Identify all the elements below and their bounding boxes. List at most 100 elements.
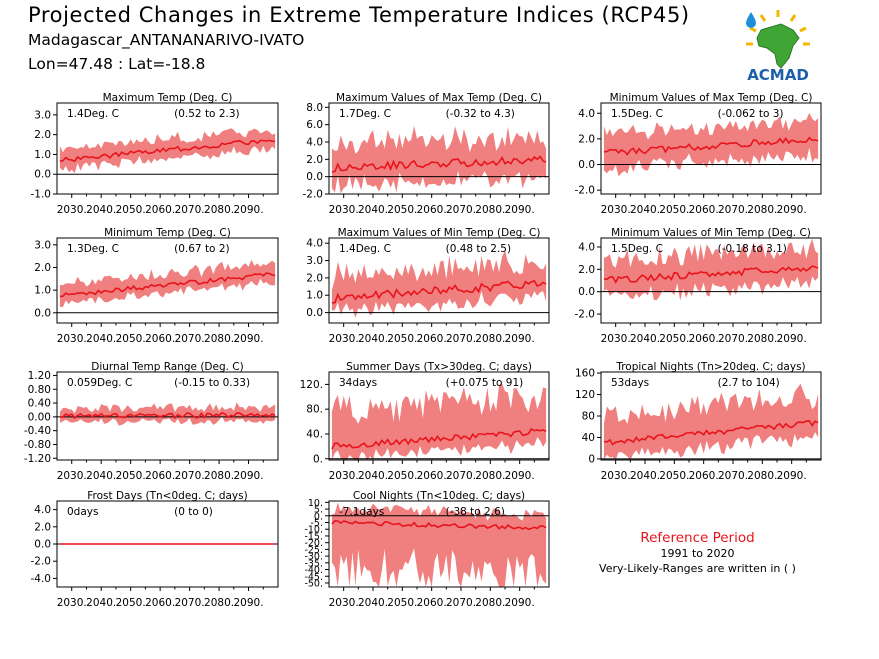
- x-tick-label: 2080.: [475, 333, 505, 345]
- y-tick-label: 2.0: [578, 133, 595, 145]
- x-tick-label: 2080.: [204, 333, 234, 345]
- change-value-label: 1.4Deg. C: [67, 108, 119, 120]
- y-tick-label: 2.0: [306, 272, 323, 284]
- x-tick-label: 2080.: [204, 597, 234, 609]
- x-tick-label: 2080.: [475, 597, 505, 609]
- y-tick-label: 4.0: [34, 504, 51, 516]
- chart-title: Maximum Values of Min Temp (Deg. C): [338, 227, 541, 239]
- sun-rays-icon: [746, 10, 810, 46]
- water-drop-icon: [746, 12, 756, 28]
- x-tick-label: 2040.: [358, 204, 388, 216]
- change-value-label: 34days: [339, 377, 377, 389]
- station-coordinates: Lon=47.48 : Lat=-18.8: [28, 55, 206, 73]
- change-value-label: 1.7Deg. C: [339, 108, 391, 120]
- x-tick-label: 2050.: [116, 333, 146, 345]
- likely-range-label: (0 to 0): [174, 506, 213, 518]
- y-tick-label: -10.: [304, 525, 323, 536]
- x-tick-label: 2030.: [601, 204, 631, 216]
- y-tick-label: -50.: [304, 578, 323, 589]
- x-tick-label: 2090.: [777, 333, 807, 345]
- x-tick-label: 2060.: [145, 204, 175, 216]
- x-tick-label: 2060.: [145, 333, 175, 345]
- x-tick-label: 2090.: [777, 204, 807, 216]
- x-tick-label: 2050.: [116, 597, 146, 609]
- likely-range-band: [59, 259, 276, 308]
- x-tick-label: 2040.: [86, 333, 116, 345]
- y-tick-label: -20.: [304, 538, 323, 549]
- x-tick-label: 2040.: [358, 597, 388, 609]
- x-tick-label: 2080.: [204, 204, 234, 216]
- y-tick-label: 4.0: [578, 241, 595, 253]
- y-tick-label: 2.0: [34, 262, 51, 274]
- chart-panel: 0. 40. 80. 120. 2030. 2040. 2050. 2060. 2070. 208…: [300, 361, 550, 482]
- y-tick-label: 0: [588, 453, 595, 465]
- chart-panel: 0.0 1.0 2.0 3.0 4.0 2030. 2040. 2050. 2060. 2070.…: [306, 227, 550, 345]
- y-tick-label: 5.: [314, 505, 323, 516]
- plot-frame: [328, 500, 550, 588]
- chart-title: Minimum Values of Min Temp (Deg. C): [611, 227, 811, 239]
- x-tick-label: 2070.: [446, 597, 476, 609]
- reference-period-years: 1991 to 2020: [660, 547, 735, 560]
- likely-range-label: (0.67 to 2): [174, 243, 229, 255]
- x-tick-label: 2060.: [417, 597, 447, 609]
- y-tick-label: 4.0: [306, 238, 323, 250]
- plot-frame: [328, 371, 550, 461]
- x-tick-label: 2090.: [234, 204, 264, 216]
- change-value-label: 1.5Deg. C: [611, 108, 663, 120]
- x-tick-label: 2040.: [86, 204, 116, 216]
- x-tick-label: 2050.: [387, 597, 417, 609]
- x-tick-label: 2090.: [234, 597, 264, 609]
- logo-text: ACMAD: [747, 66, 809, 83]
- change-value-label: 1.4Deg. C: [339, 243, 391, 255]
- y-tick-label: 40.: [306, 428, 323, 440]
- chart-panel: 0 40 80 120 160 2030. 2040. 2050. 2060. 2070. 2080…: [575, 361, 822, 482]
- y-tick-label: 2.0: [34, 521, 51, 533]
- y-tick-label: 120: [575, 389, 595, 401]
- y-tick-label: 0.40: [28, 398, 51, 410]
- x-tick-label: 2040.: [630, 333, 660, 345]
- x-tick-label: 2060.: [417, 204, 447, 216]
- y-tick-label: 3.0: [306, 255, 323, 267]
- y-tick-label: -2.0: [31, 556, 52, 568]
- likely-range-band: [603, 112, 819, 177]
- median-line: [603, 265, 819, 284]
- x-tick-label: 2090.: [777, 470, 807, 482]
- x-tick-label: 2060.: [145, 597, 175, 609]
- y-tick-label: 6.0: [306, 119, 323, 131]
- likely-range-label: (-0.15 to 0.33): [174, 377, 250, 389]
- x-tick-label: 2040.: [630, 470, 660, 482]
- y-tick-label: -45.: [304, 572, 323, 583]
- y-tick-label: 0.80: [28, 384, 51, 396]
- y-tick-label: 3.0: [34, 239, 51, 251]
- x-tick-label: 2070.: [175, 597, 205, 609]
- x-tick-label: 2070.: [446, 204, 476, 216]
- chart-title: Minimum Temp (Deg. C): [104, 227, 231, 239]
- x-tick-label: 2050.: [659, 204, 689, 216]
- plot-frame: [56, 102, 279, 195]
- change-value-label: 1.5Deg. C: [611, 243, 663, 255]
- y-tick-label: 0.0: [306, 307, 323, 319]
- chart-title: Summer Days (Tx>30deg. C; days): [346, 361, 532, 373]
- africa-map-icon: [756, 23, 800, 69]
- x-tick-label: 2040.: [86, 597, 116, 609]
- median-line: [59, 272, 276, 298]
- median-line: [331, 427, 547, 450]
- y-tick-label: 1.0: [306, 290, 323, 302]
- y-tick-label: -0.80: [24, 439, 51, 451]
- y-tick-label: 0.0: [34, 307, 51, 319]
- x-tick-label: 2050.: [387, 470, 417, 482]
- x-tick-label: 2070.: [446, 470, 476, 482]
- chart-title: Maximum Temp (Deg. C): [103, 92, 233, 104]
- x-tick-label: 2070.: [718, 204, 748, 216]
- change-value-label: 0.059Deg. C: [67, 377, 132, 389]
- x-tick-label: 2040.: [358, 333, 388, 345]
- x-tick-label: 2030.: [601, 470, 631, 482]
- chart-title: Minimum Values of Max Temp (Deg. C): [610, 92, 813, 104]
- x-tick-label: 2060.: [689, 333, 719, 345]
- y-tick-label: 1.20: [28, 370, 51, 382]
- chart-panel: -1.0 0.0 1.0 2.0 3.0 2030. 2040. 2050. 2060. 2070…: [31, 92, 279, 216]
- y-tick-label: 0.: [313, 453, 323, 465]
- y-tick-label: -2.0: [575, 185, 596, 197]
- likely-range-band: [331, 250, 547, 318]
